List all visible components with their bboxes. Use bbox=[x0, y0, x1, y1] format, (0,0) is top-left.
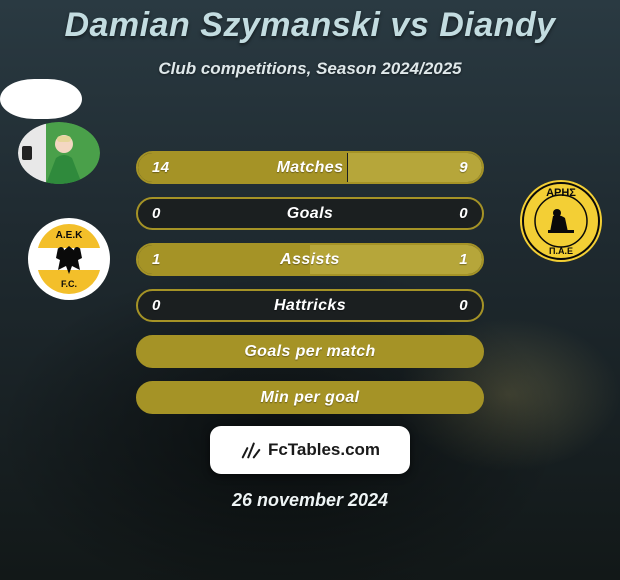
subtitle: Club competitions, Season 2024/2025 bbox=[0, 59, 620, 79]
stat-label: Min per goal bbox=[260, 389, 359, 407]
date: 26 november 2024 bbox=[0, 490, 620, 511]
stat-value-left: 14 bbox=[152, 159, 170, 176]
svg-text:ΑΡΗΣ: ΑΡΗΣ bbox=[546, 187, 576, 199]
svg-text:Π.Α.Ε: Π.Α.Ε bbox=[549, 246, 573, 256]
stat-value-right: 0 bbox=[459, 297, 468, 314]
fctables-label: FcTables.com bbox=[268, 440, 380, 460]
stat-row: Min per goal bbox=[136, 381, 484, 414]
stat-label: Hattricks bbox=[274, 297, 346, 315]
stat-row: 1 1 Assists bbox=[136, 243, 484, 276]
svg-text:A.E.K: A.E.K bbox=[56, 230, 83, 241]
stat-value-right: 9 bbox=[459, 159, 468, 176]
page-title: Damian Szymanski vs Diandy bbox=[0, 6, 620, 45]
stat-row: 0 0 Goals bbox=[136, 197, 484, 230]
club-right-logo: ΑΡΗΣ Π.Α.Ε bbox=[520, 180, 602, 262]
stat-row: 14 9 Matches bbox=[136, 151, 484, 184]
player-right-photo bbox=[0, 79, 82, 119]
stat-row: Goals per match bbox=[136, 335, 484, 368]
stat-label: Goals per match bbox=[244, 343, 375, 361]
stat-value-left: 0 bbox=[152, 205, 161, 222]
stat-label: Goals bbox=[287, 205, 333, 223]
stat-value-right: 1 bbox=[459, 251, 468, 268]
stat-value-left: 0 bbox=[152, 297, 161, 314]
fctables-icon bbox=[240, 439, 262, 461]
player-left-photo bbox=[18, 122, 100, 184]
fctables-badge: FcTables.com bbox=[210, 426, 410, 474]
svg-text:F.C.: F.C. bbox=[61, 279, 77, 289]
stat-value-left: 1 bbox=[152, 251, 161, 268]
stat-label: Assists bbox=[280, 251, 340, 269]
club-left-logo: A.E.K F.C. bbox=[28, 218, 110, 300]
stat-value-right: 0 bbox=[459, 205, 468, 222]
stat-row: 0 0 Hattricks bbox=[136, 289, 484, 322]
stat-label: Matches bbox=[277, 159, 344, 177]
